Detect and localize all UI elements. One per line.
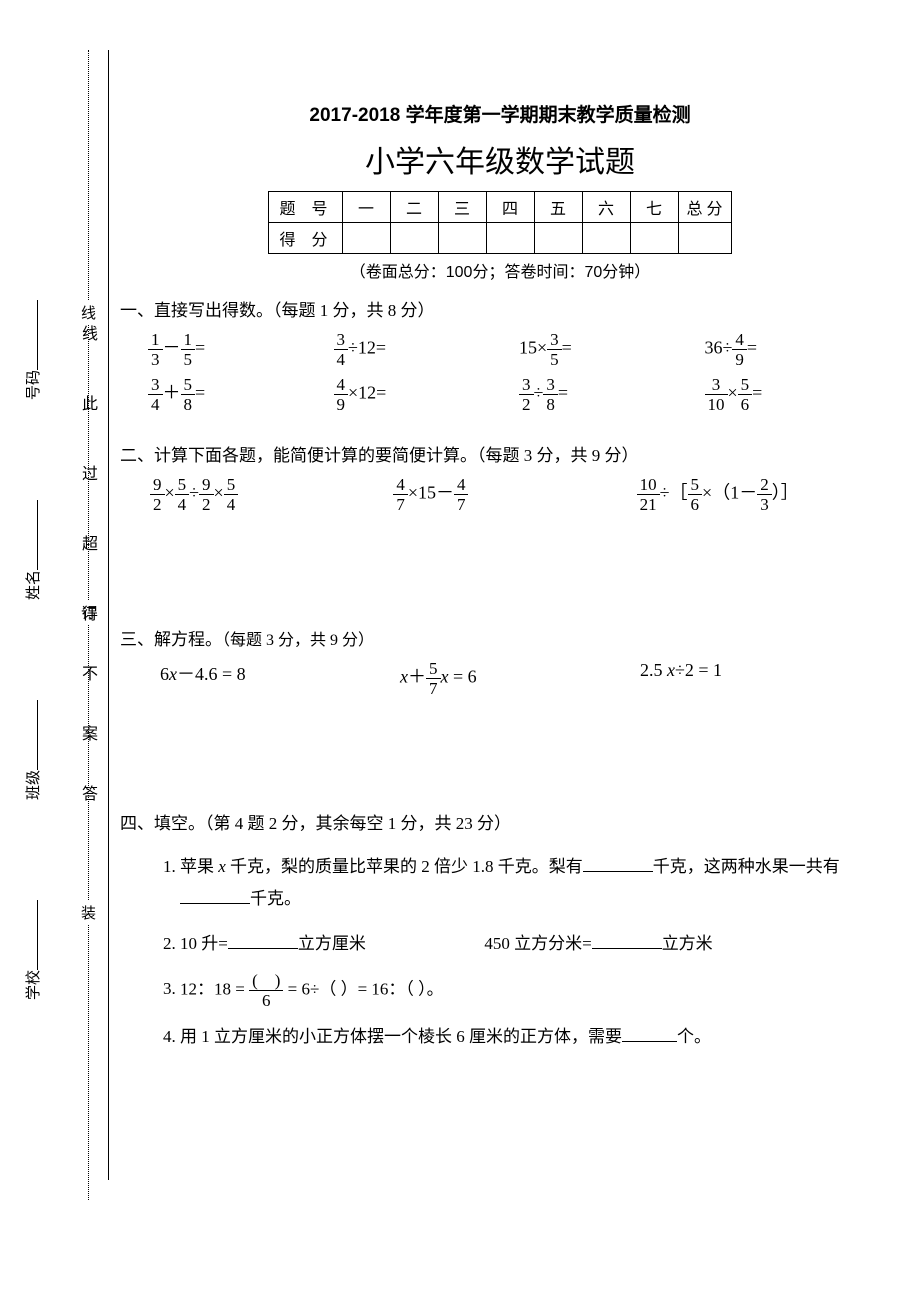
inner-char: 过 (82, 460, 98, 484)
inner-char: 答 (82, 780, 98, 804)
score-row-label: 得 分 (269, 223, 342, 254)
binding-margin (35, 50, 110, 1200)
fill-item-2: 10 升=立方厘米 450 立方分米=立方米 (180, 928, 880, 960)
section-4-title: 四、填空。（第 4 题 2 分，其余每空 1 分，共 23 分） (120, 809, 880, 834)
q3-item: 6x－4.6 = 8 (160, 660, 400, 697)
fill-item-3: 12：18 = ( )6 = 6÷（ ）= 16：（ ）。 (180, 972, 880, 1009)
field-name: 姓名 (22, 500, 43, 600)
exam-subtitle: 2017-2018 学年度第一学期期末教学质量检测 (120, 100, 880, 127)
q1-item: 310×56= (705, 376, 881, 413)
field-school: 学校 (22, 900, 43, 1000)
score-col: 五 (534, 192, 582, 223)
q1-item: 36÷49= (705, 331, 881, 368)
inner-char: 案 (82, 720, 98, 744)
q1-item: 13－15= (148, 331, 324, 368)
q1-row1: 13－15= 34÷12= 15×35= 36÷49= (148, 331, 880, 368)
q1-item: 34＋58= (148, 376, 324, 413)
q1-row2: 34＋58= 49×12= 32÷38= 310×56= (148, 376, 880, 413)
inner-char: 此 (82, 390, 98, 414)
field-class: 班级 (22, 700, 43, 800)
score-col: 总 分 (678, 192, 731, 223)
inner-char: 超 (82, 530, 98, 554)
q3-row: 6x－4.6 = 8 x＋57x = 6 2.5 x÷2 = 1 (160, 660, 880, 697)
fill-item-4: 用 1 立方厘米的小正方体摆一个棱长 6 厘米的正方体，需要个。 (180, 1021, 880, 1053)
score-table: 题 号 一 二 三 四 五 六 七 总 分 得 分 (268, 191, 731, 254)
q1-item: 49×12= (334, 376, 510, 413)
dotted-cut-line (88, 50, 89, 1200)
q3-item: 2.5 x÷2 = 1 (640, 660, 880, 697)
fill-list: 苹果 x 千克，梨的质量比苹果的 2 倍少 1.8 千克。梨有千克，这两种水果一… (120, 851, 880, 1053)
exam-title: 小学六年级数学试题 (120, 137, 880, 181)
score-row-label: 题 号 (269, 192, 342, 223)
inner-char: 不 (82, 660, 98, 684)
score-col: 一 (342, 192, 390, 223)
q2-item: 92×54÷92×54 (150, 476, 393, 513)
section-3-title: 三、解方程。（每题 3 分，共 9 分） (120, 625, 880, 650)
q2-row: 92×54÷92×54 47×15－47 1021÷［56×（1－23）］ (150, 476, 880, 513)
score-col: 六 (582, 192, 630, 223)
inner-char: 线 (82, 320, 98, 344)
page-content: 2017-2018 学年度第一学期期末教学质量检测 小学六年级数学试题 题 号 … (120, 60, 880, 1070)
score-col: 二 (390, 192, 438, 223)
marker-zhuang: 装 (81, 900, 96, 925)
field-number: 号码 (22, 300, 43, 400)
section-2-title: 二、计算下面各题，能简便计算的要简便计算。（每题 3 分，共 9 分） (120, 441, 880, 466)
q1-item: 34÷12= (334, 331, 510, 368)
score-col: 三 (438, 192, 486, 223)
q3-item: x＋57x = 6 (400, 660, 640, 697)
q2-item: 1021÷［56×（1－23）］ (637, 476, 880, 513)
q2-item: 47×15－47 (393, 476, 636, 513)
q1-item: 32÷38= (519, 376, 695, 413)
score-cell (342, 223, 390, 254)
score-col: 四 (486, 192, 534, 223)
score-col: 七 (630, 192, 678, 223)
exam-meta: （卷面总分：100分；答卷时间：70分钟） (120, 258, 880, 282)
inner-char: 得 (82, 600, 98, 624)
section-1-title: 一、直接写出得数。（每题 1 分，共 8 分） (120, 296, 880, 321)
fill-item-1: 苹果 x 千克，梨的质量比苹果的 2 倍少 1.8 千克。梨有千克，这两种水果一… (180, 851, 880, 916)
q1-item: 15×35= (519, 331, 695, 368)
margin-solid-line (108, 50, 109, 1180)
